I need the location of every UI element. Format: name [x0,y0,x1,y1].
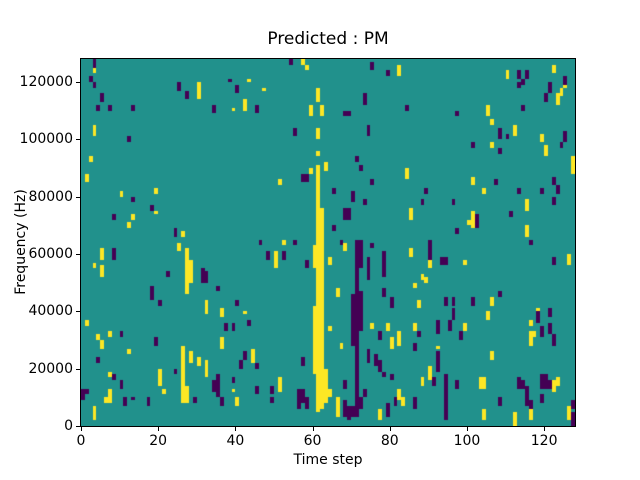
heatmap-image [81,59,575,426]
y-tick-label: 100000 [19,131,73,148]
x-tick [158,427,160,431]
y-tick [76,253,80,255]
y-tick-label: 0 [64,418,73,434]
plot-title: Predicted : PM [267,29,389,49]
y-tick [76,196,80,198]
x-tick-label: 80 [380,433,399,449]
y-tick-label: 20000 [28,360,73,377]
x-tick-label: 20 [149,433,168,449]
x-tick-label: 120 [530,433,558,449]
x-axis-label: Time step [293,452,363,468]
x-tick [312,427,314,431]
x-tick [466,427,468,431]
plot-area: 0 20 40 60 80 100 120 0 20000 40000 60000 80000 100… [20,58,576,449]
x-tick [389,427,391,431]
y-tick-label: 120000 [19,73,73,90]
x-tick [544,427,546,431]
y-tick [76,311,80,313]
y-tick-label: 80000 [28,188,73,205]
y-tick-label: 40000 [28,303,73,320]
x-tick-label: 40 [226,433,245,449]
x-tick [235,427,237,431]
y-tick [76,368,80,370]
y-tick [76,81,80,83]
x-tick-label: 0 [76,433,86,449]
x-tick [81,427,82,431]
x-tick-label: 60 [303,433,322,449]
y-tick-label: 60000 [28,245,73,262]
y-tick [76,426,80,427]
y-axis-label: Frequency (Hz) [13,189,29,295]
y-tick [76,139,80,141]
x-tick-label: 100 [453,433,481,449]
